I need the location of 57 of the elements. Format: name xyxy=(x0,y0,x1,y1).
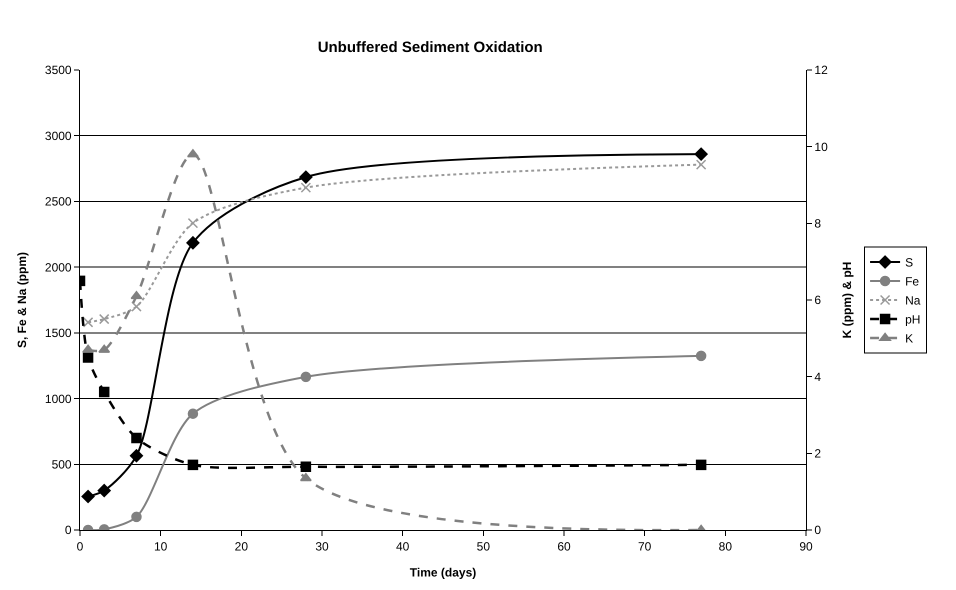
y-axis-title: S, Fe & Na (ppm) xyxy=(15,252,30,348)
point xyxy=(188,218,198,228)
point xyxy=(130,290,142,300)
legend-label: Fe xyxy=(905,274,920,289)
y2-tick-label: 6 xyxy=(814,293,822,308)
point xyxy=(82,317,94,328)
x-tick-label: 50 xyxy=(476,539,490,554)
x-tick-label: 70 xyxy=(638,539,652,554)
point xyxy=(131,432,142,444)
point xyxy=(188,460,198,470)
x-tick-label: 40 xyxy=(396,539,410,554)
point xyxy=(188,408,198,419)
point xyxy=(696,460,706,470)
legend-label: pH xyxy=(905,312,920,327)
x-tick-label: 20 xyxy=(234,539,248,554)
point xyxy=(131,301,142,312)
y2-tick-label: 0 xyxy=(814,523,822,538)
point xyxy=(130,449,144,462)
point xyxy=(300,182,312,193)
y-tick-label: 1000 xyxy=(44,392,72,406)
point xyxy=(131,512,142,522)
y-tick-label: 2500 xyxy=(44,194,72,209)
x-tick-label: 0 xyxy=(76,539,84,554)
x-tick-label: 60 xyxy=(557,539,571,554)
y-tick-label: 3000 xyxy=(44,128,72,143)
point xyxy=(98,484,111,498)
legend-label: K xyxy=(905,332,914,346)
point xyxy=(299,170,312,184)
y-tick-label: 500 xyxy=(52,457,72,472)
y-tick-label: 3500 xyxy=(44,63,72,78)
x-tick-label: 90 xyxy=(799,539,813,554)
point xyxy=(696,350,706,362)
chart-title: Unbuffered Sediment Oxidation xyxy=(318,38,543,56)
legend-label: S xyxy=(905,256,914,270)
y-tick-label: 1500 xyxy=(44,326,72,340)
point xyxy=(81,490,95,504)
point xyxy=(98,314,110,324)
point xyxy=(696,159,706,170)
point xyxy=(82,352,94,363)
y2-tick-label: 4 xyxy=(814,370,822,384)
y2-tick-label: 10 xyxy=(814,140,828,154)
legend-label: Na xyxy=(905,294,921,308)
point xyxy=(300,372,312,382)
point xyxy=(694,148,708,161)
y2-tick-label: 12 xyxy=(814,63,828,78)
y-tick-label: 2000 xyxy=(44,260,72,274)
point xyxy=(300,462,312,472)
x-tick-label: 10 xyxy=(154,539,168,554)
x-axis-title: Time (days) xyxy=(410,565,476,580)
y-tick-label: 0 xyxy=(64,523,72,538)
point xyxy=(186,236,200,250)
x-tick-label: 80 xyxy=(718,539,732,554)
y2-tick-label: 2 xyxy=(814,446,822,461)
y2-axis-title: K (ppm) & pH xyxy=(840,262,854,338)
y2-tick-label: 8 xyxy=(814,216,822,231)
point xyxy=(98,386,110,398)
x-tick-label: 30 xyxy=(315,539,329,554)
